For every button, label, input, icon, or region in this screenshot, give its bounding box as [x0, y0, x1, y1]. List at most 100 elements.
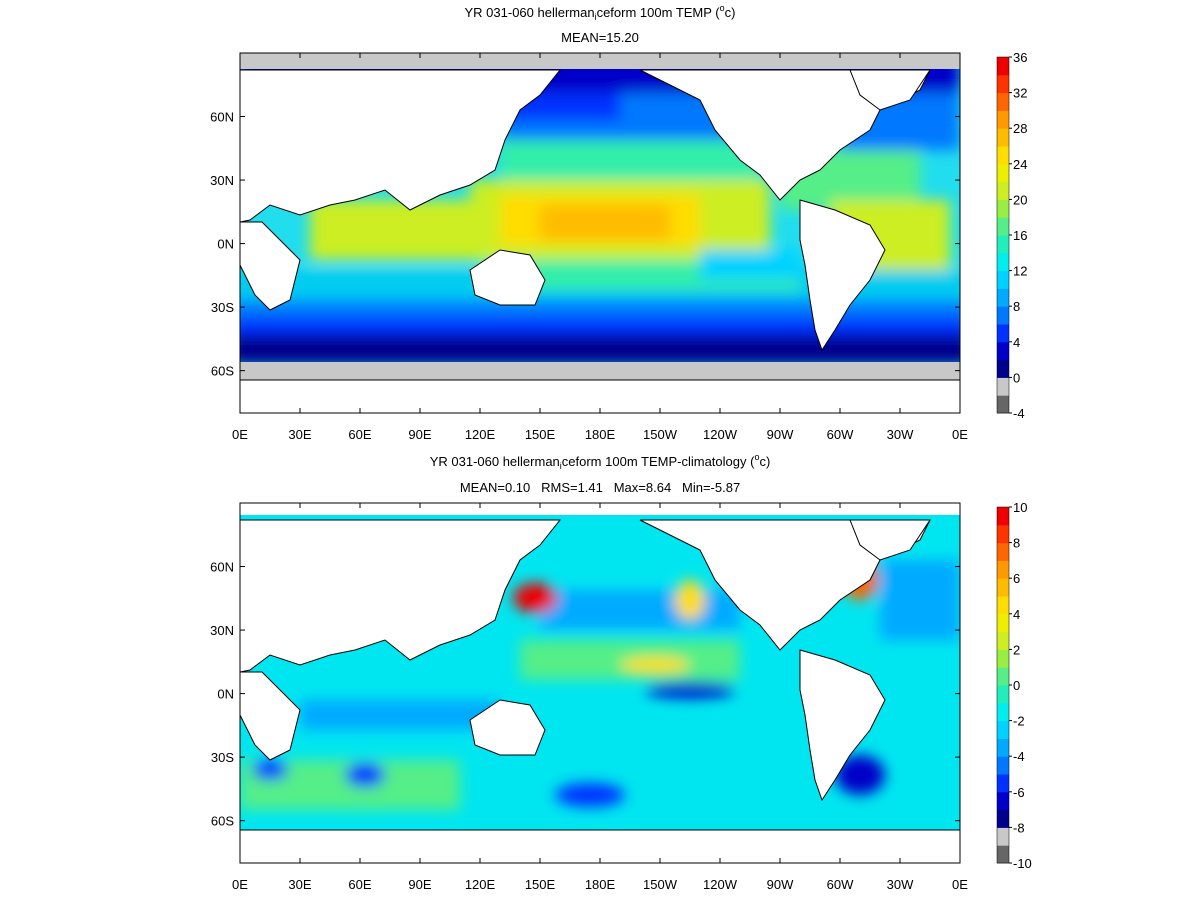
colorbar-swatch [997, 578, 1009, 597]
colorbar-swatch [997, 720, 1009, 739]
colorbar-swatch [997, 827, 1009, 846]
y-tick-label: 60S [211, 364, 234, 379]
y-tick-label: 30N [210, 173, 234, 188]
colorbar-swatch [997, 702, 1009, 722]
colorbar-swatch [997, 270, 1009, 289]
colorbar-swatch [997, 288, 1009, 307]
antarctica-ice [240, 362, 960, 384]
colorbar-label: -2 [1013, 714, 1025, 729]
greenland [849, 519, 931, 561]
anomaly-patch [513, 583, 557, 613]
y-axis: 60N 30N 0N 30S 60S [210, 560, 960, 829]
x-tick-label: 0E [232, 427, 248, 442]
y-tick-label: 30N [210, 623, 234, 638]
x-tick-label: 180E [585, 427, 616, 442]
y-tick-label: 60N [210, 560, 234, 575]
x-tick-label: 90E [408, 877, 431, 892]
colorbar-label: 6 [1013, 571, 1020, 586]
colorbar-swatch [997, 507, 1009, 526]
colorbar-swatch [997, 92, 1009, 111]
temp-band [240, 318, 960, 338]
x-tick-label: 30E [288, 877, 311, 892]
colorbar-label: -10 [1013, 856, 1032, 871]
colorbar-swatch [997, 324, 1009, 343]
colorbar-swatch [997, 613, 1009, 633]
colorbar-label: -4 [1013, 749, 1025, 764]
colorbar-label: 16 [1013, 228, 1027, 243]
anomaly-patch [620, 657, 690, 673]
antarctica [240, 829, 960, 863]
colorbar-swatch [997, 667, 1009, 686]
x-tick-label: 120E [465, 877, 496, 892]
x-tick-label: 150E [525, 877, 556, 892]
antarctica [240, 379, 960, 413]
colorbar-swatch [997, 756, 1009, 775]
anomaly-patch [675, 580, 705, 620]
eurasia [240, 519, 562, 673]
temp-band [540, 205, 670, 240]
colorbar-swatch [997, 791, 1009, 811]
colorbar-swatch [997, 181, 1009, 200]
colorbar-label: 12 [1013, 264, 1027, 279]
x-tick-label: 150W [643, 877, 678, 892]
colorbar-swatch [997, 57, 1009, 76]
x-tick-label: 120W [703, 427, 738, 442]
colorbar-swatch [997, 395, 1009, 414]
temp-band [240, 300, 960, 320]
colorbar-label: 32 [1013, 86, 1027, 101]
colorbar-swatch [997, 128, 1009, 147]
colorbar-swatch [997, 649, 1009, 668]
x-tick-label: 120W [703, 877, 738, 892]
y-tick-label: 0N [217, 687, 234, 702]
colorbar-label: 36 [1013, 50, 1027, 65]
x-tick-label: 0E [952, 877, 968, 892]
colorbar-label: 8 [1013, 299, 1020, 314]
colorbar-swatch [997, 252, 1009, 272]
colorbar-swatch [997, 524, 1009, 544]
colorbar-label: 10 [1013, 500, 1027, 515]
colorbar-swatch [997, 146, 1009, 165]
y-tick-label: 0N [217, 237, 234, 252]
map-plot [240, 53, 960, 413]
colorbar: 10 8 6 4 2 0 -2 -4 -6 -8 -10 [996, 500, 1032, 871]
x-tick-label: 30W [887, 427, 914, 442]
colorbar-label: -6 [1013, 785, 1025, 800]
colorbar-label: 20 [1013, 192, 1027, 207]
colorbar-swatch [997, 306, 1009, 325]
colorbar-label: 8 [1013, 536, 1020, 551]
colorbar-swatch [997, 163, 1009, 183]
x-tick-label: 90W [767, 877, 794, 892]
anomaly-patch [300, 700, 500, 730]
x-tick-label: 150E [525, 427, 556, 442]
anomaly-patch [555, 783, 625, 807]
south-america [799, 199, 886, 352]
colorbar-swatch [997, 341, 1009, 361]
y-tick-label: 30S [211, 750, 234, 765]
x-tick-label: 30W [887, 877, 914, 892]
temp-band [310, 200, 470, 260]
australia [469, 699, 546, 756]
x-tick-label: 120E [465, 427, 496, 442]
y-axis: 60N 30N 0N 30S 60S [210, 110, 960, 379]
temp-band [240, 335, 960, 365]
x-axis: 0E 30E 60E 90E 120E 150E 180E 150W 120W 90W 60W 30W… [232, 53, 968, 442]
anomaly-patch [345, 763, 385, 787]
x-tick-label: 180E [585, 877, 616, 892]
colorbar-swatch [997, 359, 1009, 378]
temp-band [700, 250, 800, 280]
colorbar-swatch [997, 377, 1009, 396]
anomaly-patch [645, 682, 735, 698]
colorbar-label: -4 [1013, 406, 1025, 421]
anomaly-patch [835, 755, 885, 795]
panel-subtitle: MEAN=0.10 RMS=1.41 Max=8.64 Min=-5.87 [460, 480, 740, 495]
colorbar-label: 0 [1013, 678, 1020, 693]
x-tick-label: 90W [767, 427, 794, 442]
x-tick-label: 0E [232, 877, 248, 892]
x-tick-label: 60W [827, 877, 854, 892]
colorbar-swatch [997, 110, 1009, 129]
colorbar-label: 0 [1013, 370, 1020, 385]
y-tick-label: 30S [211, 300, 234, 315]
africa [240, 221, 301, 311]
x-tick-label: 90E [408, 427, 431, 442]
anomaly-patch [540, 590, 740, 630]
